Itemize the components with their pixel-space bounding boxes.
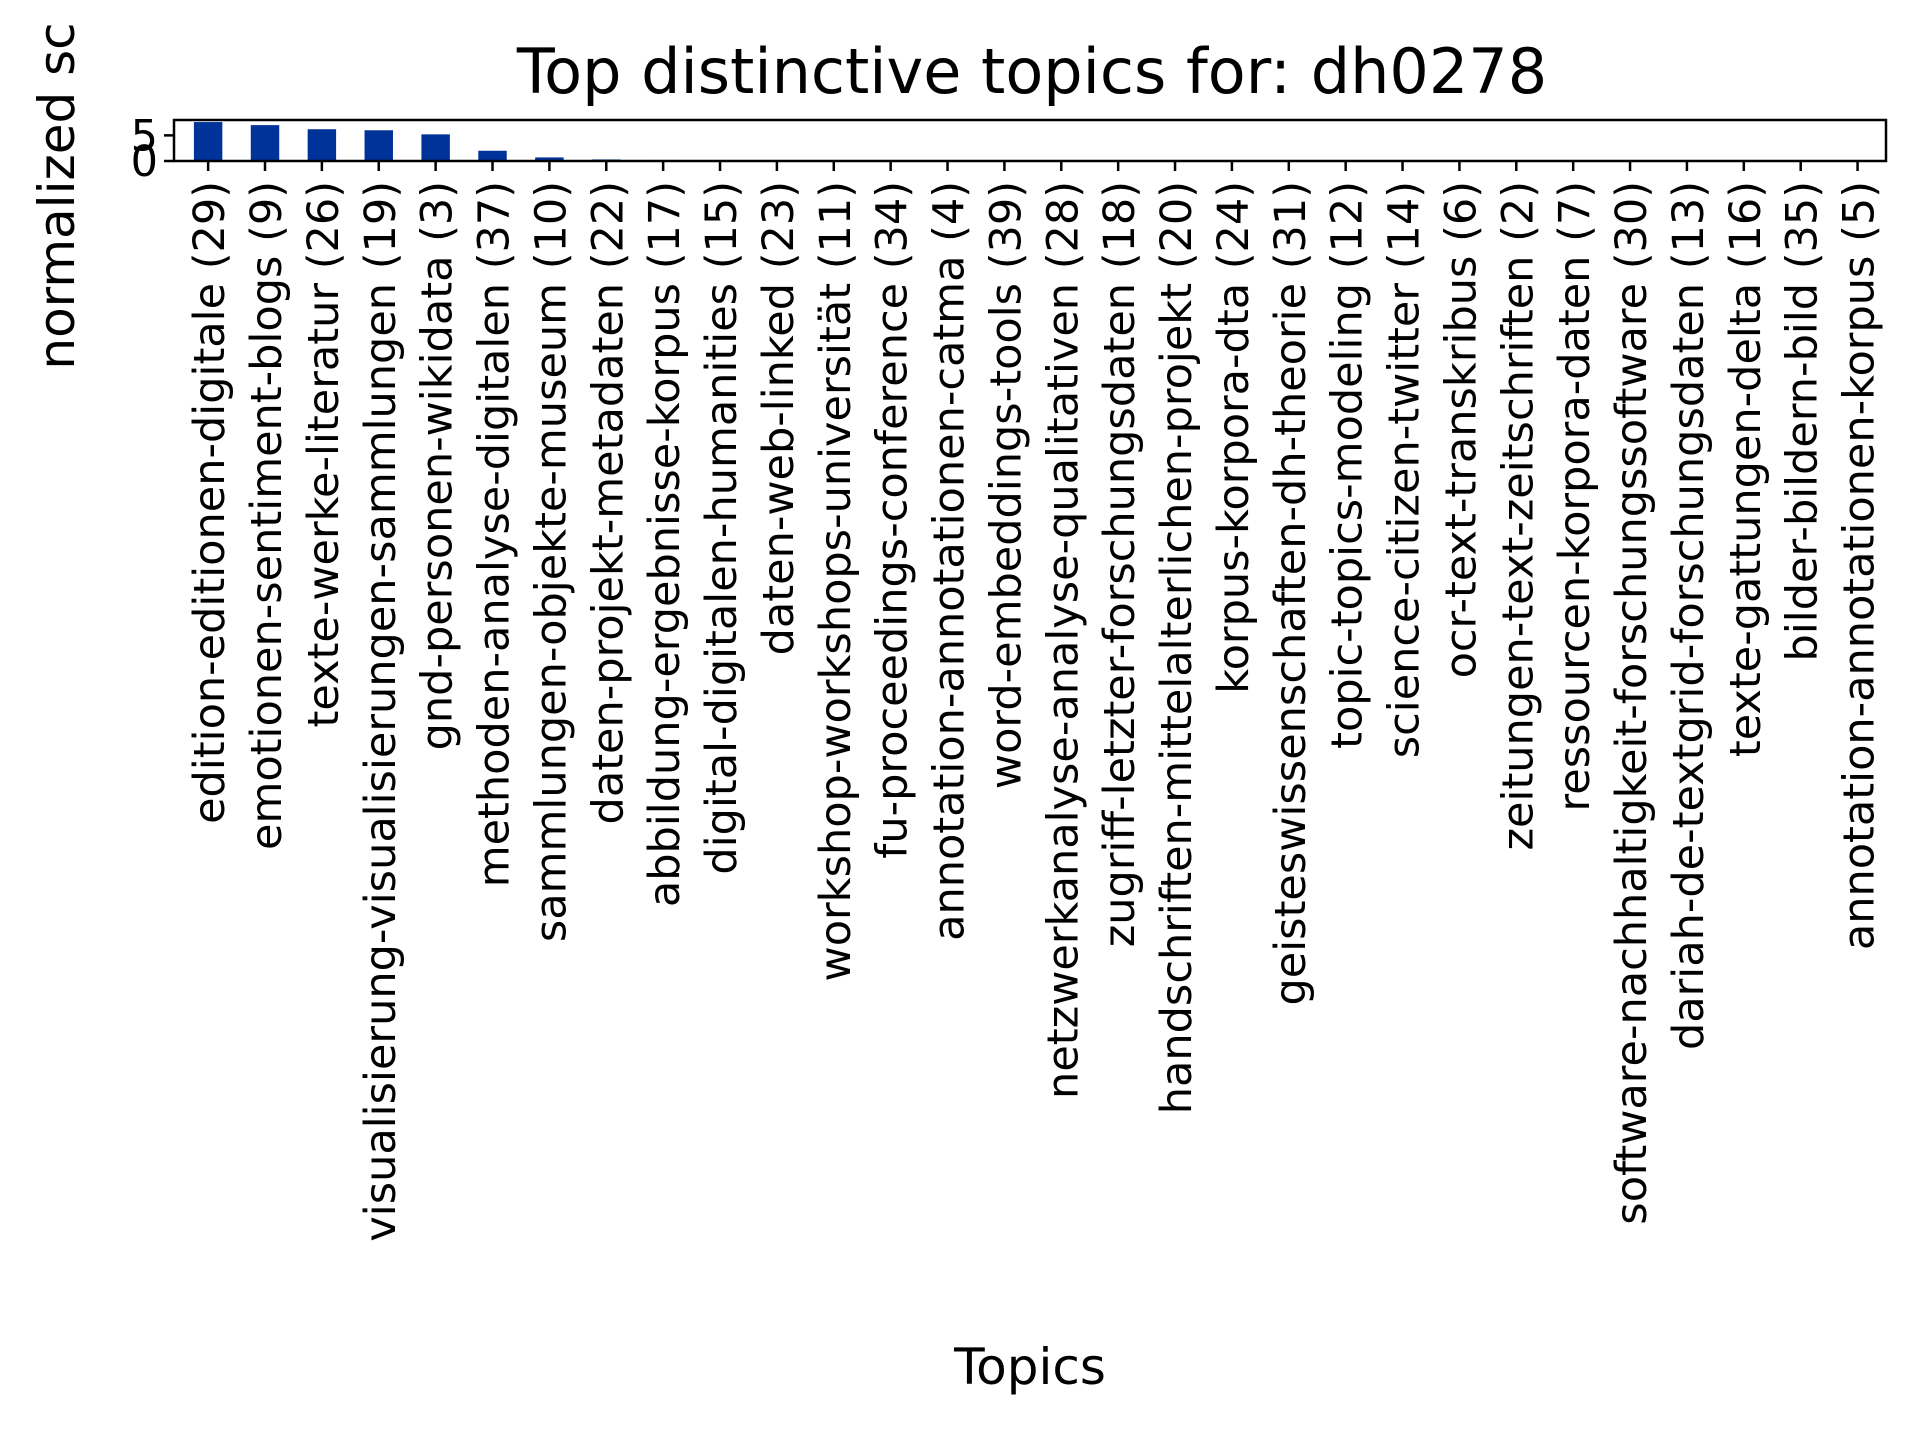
bars-group xyxy=(193,122,1872,162)
x-tick-label: texte-gattungen-delta (16) xyxy=(1721,181,1771,757)
x-tick-label: annotation-annotationen-korpus (5) xyxy=(1835,181,1885,950)
x-tick-label: daten-projekt-metadaten (22) xyxy=(583,181,633,824)
x-tick-label: edition-editionen-digitale (29) xyxy=(185,181,235,824)
x-tick-label: workshop-workshops-universität (11) xyxy=(811,181,861,981)
x-tick-label: ressourcen-korpora-daten (7) xyxy=(1550,181,1600,811)
x-tick-label: dariah-de-textgrid-forschungsdaten (13) xyxy=(1664,181,1714,1050)
x-tick-label: korpus-korpora-dta (24) xyxy=(1209,181,1259,694)
x-tick-label: zeitungen-text-zeitschriften (2) xyxy=(1493,181,1543,851)
chart-title: Top distinctive topics for: dh0278 xyxy=(516,35,1547,108)
x-tick-label: zugriff-letzter-forschungsdaten (18) xyxy=(1095,181,1145,947)
bar xyxy=(250,125,280,161)
bar xyxy=(535,157,564,161)
x-tick-label: methoden-analyse-digitalen (37) xyxy=(470,181,520,887)
x-tick-label: gnd-personen-wikidata (3) xyxy=(413,181,463,750)
x-tick-label: handschriften-mittelalterlichen-projekt … xyxy=(1152,181,1202,1114)
x-tick-label: word-embeddings-tools (39) xyxy=(981,181,1031,789)
y-tick-label: 5 xyxy=(131,111,158,161)
x-tick-label: visualisierung-visualisierungen-sammlung… xyxy=(356,181,406,1242)
y-axis-label: normalized sc xyxy=(28,22,86,369)
x-tick-label: ocr-text-transkribus (6) xyxy=(1436,181,1486,678)
x-axis-label: Topics xyxy=(953,1338,1106,1396)
x-tick-label: annotation-annotationen-catma (4) xyxy=(925,181,975,941)
y-tick-label: 0 xyxy=(131,137,158,187)
x-axis: edition-editionen-digitale (29) emotionen… xyxy=(185,161,1885,1242)
bar xyxy=(421,134,450,161)
bar xyxy=(364,130,393,161)
x-tick-label: software-nachhaltigkeit-forschungssoftwa… xyxy=(1607,181,1657,1225)
x-tick-label: geisteswissenschaften-dh-theorie (31) xyxy=(1266,181,1316,1006)
bar xyxy=(478,150,507,161)
y-axis: 05 xyxy=(131,111,174,187)
x-tick-label: topic-topics-modeling (12) xyxy=(1323,181,1373,749)
x-tick-label: abbildung-ergebnisse-korpus (17) xyxy=(640,181,690,907)
x-tick-label: science-citizen-twitter (14) xyxy=(1380,181,1430,758)
x-tick-label: netzwerkanalyse-analyse-qualitativen (28… xyxy=(1038,181,1088,1099)
x-tick-label: texte-werke-literatur (26) xyxy=(299,181,349,727)
plot-frame xyxy=(172,118,1888,163)
bar xyxy=(193,122,223,161)
x-tick-label: bilder-bildern-bild (35) xyxy=(1778,181,1828,661)
x-tick-label: daten-web-linked (23) xyxy=(754,181,804,655)
x-tick-label: sammlungen-objekte-museum (10) xyxy=(526,181,576,942)
x-tick-label: emotionen-sentiment-blogs (9) xyxy=(242,181,292,850)
bar xyxy=(307,129,337,161)
x-tick-label: fu-proceedings-conference (34) xyxy=(868,181,918,859)
x-tick-label: digital-digitalen-humanities (15) xyxy=(697,181,747,875)
